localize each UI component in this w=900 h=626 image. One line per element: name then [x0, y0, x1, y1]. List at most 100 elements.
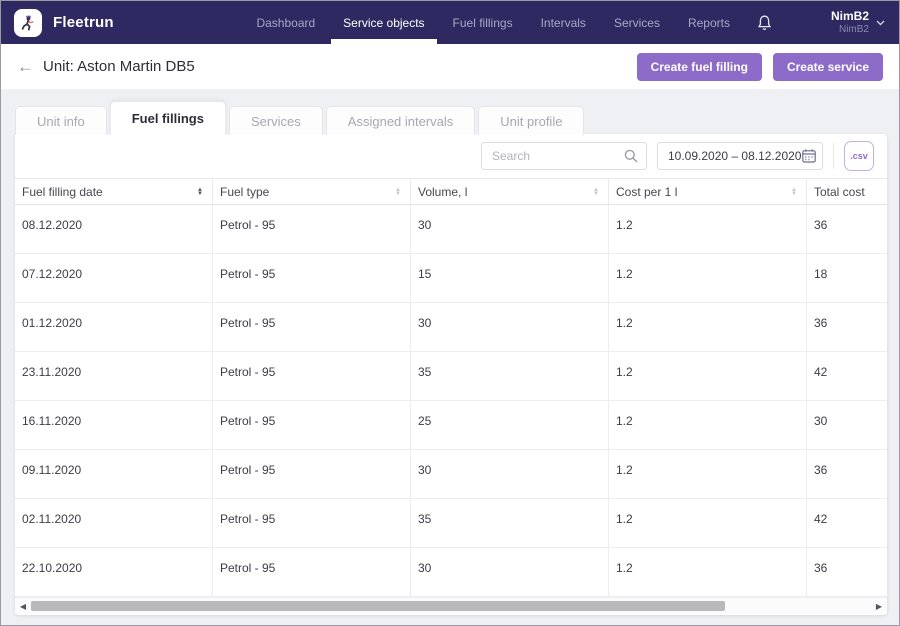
table-cell: 1.2 [609, 352, 807, 400]
table-cell: Petrol - 95 [213, 254, 411, 302]
export-csv-button[interactable]: .csv [844, 141, 874, 171]
date-range-value: 10.09.2020 – 08.12.2020 [668, 149, 802, 163]
nav-item-reports[interactable]: Reports [687, 15, 730, 30]
table-row[interactable]: 22.10.2020 Petrol - 95 30 1.2 36 [15, 548, 887, 597]
table-cell: 16.11.2020 [15, 401, 213, 449]
table-row[interactable]: 01.12.2020 Petrol - 95 30 1.2 36 [15, 303, 887, 352]
table-cell: 15 [411, 254, 609, 302]
table-cell: 35 [411, 352, 609, 400]
table-cell: 35 [411, 499, 609, 547]
table-cell: 07.12.2020 [15, 254, 213, 302]
table-cell: 30 [814, 414, 828, 428]
scroll-left-arrow[interactable]: ◀ [19, 601, 27, 611]
table-cell: 02.11.2020 [15, 499, 213, 547]
column-label: Total cost [814, 184, 865, 199]
table-cell: 36 [814, 463, 828, 477]
table-row[interactable]: 09.11.2020 Petrol - 95 30 1.2 36 [15, 450, 887, 499]
nav-item-fuel-fillings[interactable]: Fuel fillings [452, 15, 513, 30]
tab-assigned-intervals[interactable]: Assigned intervals [325, 106, 476, 135]
chevron-down-icon [876, 20, 885, 26]
tab-services[interactable]: Services [228, 106, 323, 135]
table-cell: Petrol - 95 [213, 548, 411, 596]
tabs-row: Unit info Fuel fillings Services Assigned i… [15, 101, 587, 135]
tab-unit-info[interactable]: Unit info [15, 106, 107, 135]
tab-fuel-fillings[interactable]: Fuel fillings [109, 101, 226, 135]
table-cell: 30 [411, 450, 609, 498]
column-header-fuel-type[interactable]: Fuel type ▲ ▼ [213, 179, 411, 204]
brand-name: Fleetrun [53, 14, 114, 31]
scrollbar-thumb[interactable] [31, 601, 725, 611]
sort-icon: ▲ ▼ [791, 186, 797, 197]
page-header: ← Unit: Aston Martin DB5 Create fuel fil… [1, 44, 899, 89]
column-header-fuel-filling-date[interactable]: Fuel filling date ▲ ▼ [15, 179, 213, 204]
content-card: 10.09.2020 – 08.12.2020 .csv Fuel fillin… [15, 134, 887, 615]
table-cell: 1.2 [609, 548, 807, 596]
column-header-volume-l[interactable]: Volume, l ▲ ▼ [411, 179, 609, 204]
runner-icon [18, 13, 38, 33]
table-cell: 25 [411, 401, 609, 449]
tab-unit-profile[interactable]: Unit profile [478, 106, 585, 135]
horizontal-scrollbar: ◀ ▶ [15, 597, 887, 614]
nav-items: Dashboard Service objects Fuel fillings Int… [242, 1, 744, 44]
nav-item-intervals[interactable]: Intervals [540, 15, 586, 30]
nav-item-dashboard[interactable]: Dashboard [256, 15, 316, 30]
table-cell: 42 [814, 512, 828, 526]
table-cell: 1.2 [609, 450, 807, 498]
scroll-right-arrow[interactable]: ▶ [875, 601, 883, 611]
table-cell: Petrol - 95 [213, 205, 411, 253]
table-cell: 36 [814, 218, 828, 232]
column-label: Volume, l [418, 184, 468, 199]
fleetrun-logo[interactable] [14, 8, 42, 37]
user-account: NimB2 [838, 23, 869, 35]
table-cell: 1.2 [609, 254, 807, 302]
search-input[interactable] [481, 142, 647, 170]
header-actions: Create fuel filling Create service [636, 52, 883, 81]
column-label: Fuel type [220, 184, 270, 199]
table-cell: 01.12.2020 [15, 303, 213, 351]
table-cell: Petrol - 95 [213, 401, 411, 449]
column-header-cost-per-1-l[interactable]: Cost per 1 l ▲ ▼ [609, 179, 807, 204]
nav-item-services[interactable]: Services [613, 15, 660, 30]
table-cell: Petrol - 95 [213, 450, 411, 498]
table-cell: 30 [411, 303, 609, 351]
column-header-total-cost[interactable]: Total cost [807, 179, 887, 204]
column-label: Fuel filling date [22, 184, 103, 199]
table-cell: 42 [814, 365, 828, 379]
notifications-button[interactable] [744, 14, 791, 32]
date-range-input[interactable]: 10.09.2020 – 08.12.2020 [657, 142, 823, 170]
sort-icon: ▲ ▼ [395, 186, 401, 197]
table-body: 08.12.2020 Petrol - 95 30 1.2 36 07.12.2020 Pe… [15, 205, 887, 597]
create-fuel-filling-button[interactable]: Create fuel filling [636, 52, 762, 81]
table-cell: 23.11.2020 [15, 352, 213, 400]
search-icon [623, 148, 639, 164]
nav-item-service-objects[interactable]: Service objects [329, 1, 438, 44]
table-row[interactable]: 23.11.2020 Petrol - 95 35 1.2 42 [15, 352, 887, 401]
page-title: Unit: Aston Martin DB5 [43, 58, 195, 75]
table-cell: 22.10.2020 [15, 548, 213, 596]
top-navbar: Fleetrun Dashboard Service objects Fuel fi… [1, 1, 899, 44]
user-menu[interactable]: NimB2 NimB2 [831, 9, 885, 37]
table-cell: 36 [814, 561, 828, 575]
table-row[interactable]: 02.11.2020 Petrol - 95 35 1.2 42 [15, 499, 887, 548]
table-row[interactable]: 16.11.2020 Petrol - 95 25 1.2 30 [15, 401, 887, 450]
sort-icon: ▲ ▼ [197, 186, 203, 197]
table-cell: 18 [814, 267, 828, 281]
back-arrow-icon[interactable]: ← [17, 57, 34, 76]
table-cell: 36 [814, 316, 828, 330]
table-row[interactable]: 08.12.2020 Petrol - 95 30 1.2 36 [15, 205, 887, 254]
table-cell: 1.2 [609, 205, 807, 253]
fuel-fillings-table: Fuel filling date ▲ ▼ Fuel type ▲ ▼ Volume, l ▲… [15, 178, 887, 615]
table-row[interactable]: 07.12.2020 Petrol - 95 15 1.2 18 [15, 254, 887, 303]
create-service-button[interactable]: Create service [772, 52, 883, 81]
table-cell: 30 [411, 205, 609, 253]
table-cell: 08.12.2020 [15, 205, 213, 253]
scrollbar-track[interactable] [31, 598, 871, 614]
table-cell: 1.2 [609, 401, 807, 449]
bell-icon [756, 14, 773, 32]
table-header-row: Fuel filling date ▲ ▼ Fuel type ▲ ▼ Volume, l ▲… [15, 178, 887, 205]
table-cell: 1.2 [609, 499, 807, 547]
table-toolbar: 10.09.2020 – 08.12.2020 .csv [15, 134, 887, 178]
table-cell: 09.11.2020 [15, 450, 213, 498]
table-cell: 1.2 [609, 303, 807, 351]
